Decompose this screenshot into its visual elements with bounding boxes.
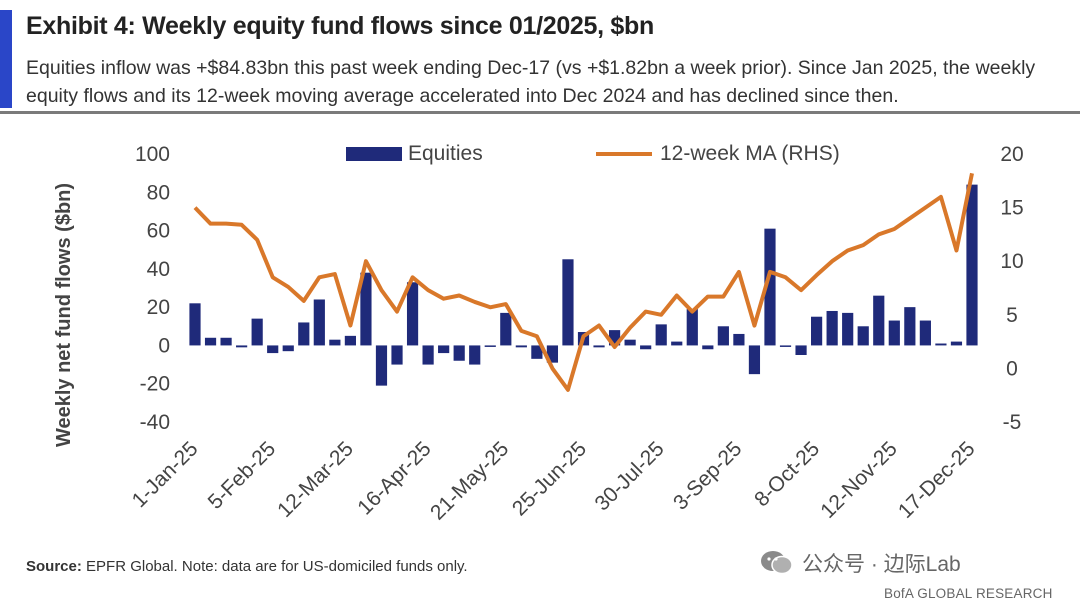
bar — [702, 345, 714, 350]
bar — [608, 330, 621, 346]
source-label: Source: — [26, 558, 82, 575]
bar — [811, 316, 823, 346]
bar — [562, 259, 574, 346]
bar — [779, 345, 792, 347]
bar — [904, 307, 916, 346]
bar — [251, 318, 263, 346]
bar — [298, 322, 310, 346]
x-tick-label: 1-Jan-25 — [128, 437, 203, 512]
y-tick-label: 40 — [147, 258, 170, 281]
flows-chart: 100 80 60 40 20 0 -20 -40 20 15 10 5 0 -5 Weekly net… — [53, 142, 1024, 525]
right-axis-ticks: 20 15 10 5 0 -5 — [1000, 143, 1023, 434]
bar — [764, 228, 776, 346]
bar — [640, 345, 652, 350]
x-tick-label: 5-Feb-25 — [204, 437, 281, 514]
y-tick-label: -20 — [140, 373, 170, 396]
legend-label-equities: Equities — [408, 142, 483, 165]
bar — [655, 324, 667, 346]
bar — [826, 310, 838, 346]
x-axis-ticks: 1-Jan-25 5-Feb-2512-Mar-2516-Apr-2521-May… — [128, 437, 980, 524]
y-tick-label: 80 — [147, 181, 170, 204]
bar — [313, 299, 325, 346]
legend: Equities 12-week MA (RHS) — [346, 142, 840, 165]
bar — [469, 345, 481, 365]
y-axis-label: Weekly net fund flows ($bn) — [53, 183, 75, 447]
brand-label: BofA GLOBAL RESEARCH — [884, 586, 1053, 601]
legend-label-ma: 12-week MA (RHS) — [660, 142, 840, 165]
wechat-icon — [761, 551, 793, 575]
bar — [717, 326, 729, 346]
bar — [888, 320, 900, 346]
y2-tick-label: 10 — [1000, 250, 1023, 273]
bar — [733, 333, 745, 346]
source-text: EPFR Global. Note: data are for US-domic… — [81, 558, 468, 575]
legend-swatch-equities — [346, 147, 402, 161]
chart-title: Exhibit 4: Weekly equity fund flows sinc… — [26, 12, 654, 40]
source-note: Source: EPFR Global. Note: data are for … — [26, 558, 468, 575]
bar — [484, 345, 496, 347]
bar — [531, 345, 543, 359]
bar — [189, 303, 201, 346]
bar — [935, 343, 947, 346]
bar — [204, 337, 217, 346]
bar — [748, 345, 761, 375]
bar — [500, 312, 512, 346]
y-tick-label: -40 — [140, 411, 170, 434]
watermark-text: 公众号 · 边际Lab — [802, 553, 961, 576]
x-tick-label: 12-Nov-25 — [816, 437, 902, 523]
ma-line — [193, 172, 974, 392]
x-tick-label: 8-Oct-25 — [750, 437, 824, 511]
bar — [873, 295, 885, 346]
y2-tick-label: 0 — [1006, 357, 1018, 380]
bar — [624, 339, 636, 346]
bar — [438, 345, 450, 354]
bar — [329, 339, 341, 346]
bar — [267, 345, 279, 354]
bar — [515, 345, 527, 348]
bar — [344, 335, 356, 346]
x-tick-label: 3-Sep-25 — [669, 437, 746, 514]
bar — [842, 312, 854, 346]
bar — [795, 345, 807, 355]
equities-bars — [189, 184, 978, 386]
bar — [220, 337, 232, 346]
bar — [950, 341, 963, 346]
bar — [360, 272, 372, 346]
bar — [593, 345, 605, 348]
bar — [453, 345, 465, 361]
left-axis-ticks: 100 80 60 40 20 0 -20 -40 — [135, 143, 170, 434]
x-tick-label: 17-Dec-25 — [894, 437, 980, 523]
bar — [391, 345, 403, 365]
bar — [966, 184, 978, 346]
bar — [375, 345, 388, 386]
bar — [422, 345, 434, 365]
bar — [282, 345, 294, 352]
accent-bar — [0, 10, 12, 108]
y2-tick-label: -5 — [1003, 411, 1022, 434]
x-tick-label: 21-May-25 — [426, 437, 513, 524]
bar — [857, 326, 869, 346]
bar — [546, 345, 559, 363]
bar — [686, 309, 698, 346]
y-tick-label: 60 — [147, 220, 170, 243]
watermark: 公众号 · 边际Lab — [760, 548, 961, 578]
header-divider — [0, 111, 1080, 114]
y-tick-label: 0 — [158, 334, 170, 357]
y2-tick-label: 5 — [1006, 304, 1018, 327]
bar — [236, 345, 248, 348]
ma-polyline — [193, 172, 974, 392]
x-tick-label: 16-Apr-25 — [353, 437, 435, 519]
y-tick-label: 100 — [135, 143, 170, 166]
x-tick-label: 25-Jun-25 — [508, 437, 591, 520]
y2-tick-label: 20 — [1000, 143, 1023, 166]
y2-tick-label: 15 — [1000, 197, 1023, 220]
x-tick-label: 30-Jul-25 — [591, 437, 669, 515]
x-tick-label: 12-Mar-25 — [273, 437, 358, 522]
y-tick-label: 20 — [147, 296, 170, 319]
bar — [406, 282, 419, 346]
bar — [671, 341, 683, 346]
chart-subtitle: Equities inflow was +$84.83bn this past … — [26, 57, 1036, 107]
bar — [919, 320, 931, 346]
